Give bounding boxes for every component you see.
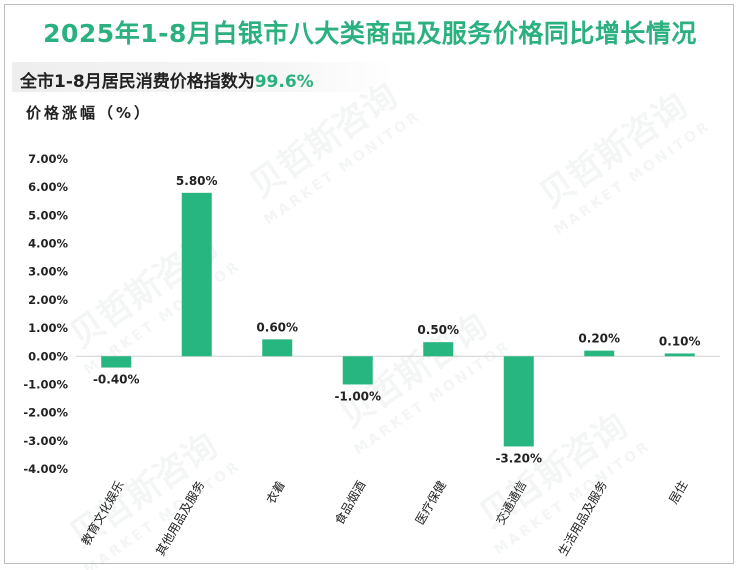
- bar-6: [584, 350, 615, 357]
- category-label: 居住: [666, 479, 690, 507]
- y-tick-label: -2.00%: [23, 406, 68, 420]
- y-axis-label: 价格涨幅（%）: [26, 104, 153, 122]
- data-label: 0.50%: [417, 323, 459, 337]
- bar-1: [181, 192, 212, 357]
- bar-2: [262, 339, 293, 357]
- category-label: 食品烟酒: [331, 478, 368, 527]
- data-label: -0.40%: [93, 373, 140, 387]
- subtitle-band: [12, 62, 394, 92]
- category-label: 其他用品及服务: [152, 478, 207, 558]
- category-label: 交通通信: [492, 478, 529, 527]
- y-tick-label: 2.00%: [28, 293, 68, 307]
- data-label: 0.10%: [659, 334, 701, 348]
- bar-3: [342, 356, 373, 385]
- y-tick-label: 3.00%: [28, 265, 68, 279]
- y-tick-label: 4.00%: [28, 237, 68, 251]
- y-tick-label: -3.00%: [23, 434, 68, 448]
- y-tick-label: 6.00%: [28, 180, 68, 194]
- y-tick-label: 7.00%: [28, 152, 68, 166]
- data-label: -3.20%: [495, 451, 542, 465]
- data-label: 0.60%: [256, 320, 298, 334]
- bar-7: [664, 353, 695, 357]
- category-label: 医疗保健: [413, 479, 449, 528]
- cpi-value: 99.6%: [254, 72, 314, 92]
- y-tick-label: 0.00%: [28, 349, 68, 363]
- category-label: 生活用品及服务: [555, 478, 610, 558]
- data-label: 0.20%: [578, 332, 620, 346]
- y-tick-label: -1.00%: [23, 377, 68, 391]
- y-tick-label: 1.00%: [28, 321, 68, 335]
- y-tick-label: -4.00%: [23, 462, 68, 476]
- subtitle-prefix: 全市1-8月居民消费价格指数为: [20, 72, 255, 92]
- chart-title: 2025年1-8月白银市八大类商品及服务价格同比增长情况: [43, 19, 697, 48]
- category-label: 教育文化娱乐: [78, 478, 127, 548]
- subtitle: 全市1-8月居民消费价格指数为99.6%: [20, 67, 314, 92]
- bar-4: [423, 342, 454, 357]
- chart-frame: [4, 4, 734, 564]
- data-label: -1.00%: [334, 389, 381, 403]
- bar-5: [503, 356, 534, 447]
- y-tick-label: 5.00%: [28, 208, 68, 222]
- category-label: 衣着: [263, 478, 288, 506]
- data-label: 5.80%: [176, 174, 218, 188]
- bar-0: [101, 356, 132, 368]
